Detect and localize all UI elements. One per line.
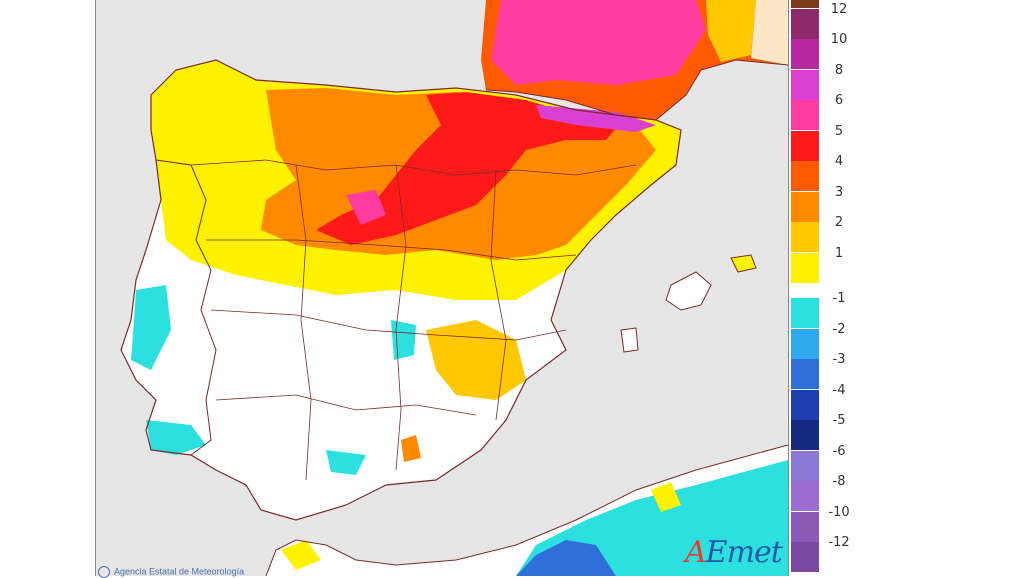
africa-coast [265,444,788,576]
legend-swatch [791,191,819,222]
legend-swatch [791,359,819,389]
color-legend: 2012108654321-1-2-3-4-5-6-8-10-12 [791,0,861,576]
africa-blue-zone [516,540,616,576]
menorca [730,254,757,273]
france-corner-cream [751,0,788,65]
pyrenees-pink-spot [536,105,656,132]
legend-label: 8 [834,62,844,78]
iberia-outline [120,59,682,521]
legend-label: -1 [832,291,846,306]
legend-swatch [791,39,819,69]
legend-label: 5 [834,123,844,139]
legend-swatch [791,0,819,8]
legend-swatch [791,100,819,130]
legend-label: 12 [830,1,848,17]
north-pink-spot [346,190,386,225]
legend-swatch [791,328,819,359]
west-cyan-patch [131,285,171,370]
region-borders [190,159,637,481]
legend-swatch [791,298,819,328]
legend-label: -5 [832,413,846,428]
legend-label: 3 [834,184,844,200]
legend-swatch [791,8,819,39]
legend-swatch [791,450,819,481]
legend-label: 6 [834,93,844,108]
france-hot-core [491,0,706,85]
portugal-border [155,159,217,456]
ibiza [620,327,639,353]
credit-text: Agencia Estatal de Meteorología [114,566,245,577]
copyright-icon [98,566,110,578]
legend-swatch [791,252,819,283]
france-east-yellow [706,0,756,62]
legend-swatch [791,161,819,191]
aemet-logo-prefix: A [685,535,707,570]
mallorca [665,271,712,311]
france-border [485,59,788,121]
credit-line: Agencia Estatal de Meteorología [98,566,244,578]
legend-label: 10 [830,32,848,47]
africa-yellow-patch [281,540,321,570]
africa-yellow-patch-east [651,482,681,512]
map-canvas [120,0,788,576]
legend-swatch [791,389,819,420]
legend-label: -6 [832,443,846,459]
legend-label: -3 [832,352,846,367]
legend-swatch [791,69,819,100]
legend-label: -2 [832,321,846,337]
legend-label: 4 [834,154,844,169]
south-orange-patch [401,435,421,462]
legend-swatch [791,481,819,511]
aemet-logo-rest: Emet [705,535,783,570]
legend-swatch [791,511,819,542]
legend-label: 2 [834,215,844,230]
aemet-logo: AEmet [685,535,783,570]
legend-swatch [791,542,819,572]
legend-label: -10 [828,504,850,520]
legend-swatch [791,130,819,161]
legend-swatch [791,222,819,252]
legend-swatch [791,420,819,450]
anomaly-map [95,0,789,576]
legend-label: -8 [832,474,846,489]
legend-label: 1 [834,245,844,261]
south-cyan-patch [326,450,366,475]
legend-label: -12 [828,535,850,550]
north-red-zone [316,92,616,245]
legend-label: -4 [832,382,846,398]
southwest-cyan-patch [146,420,206,455]
central-cyan-patch [391,320,416,360]
